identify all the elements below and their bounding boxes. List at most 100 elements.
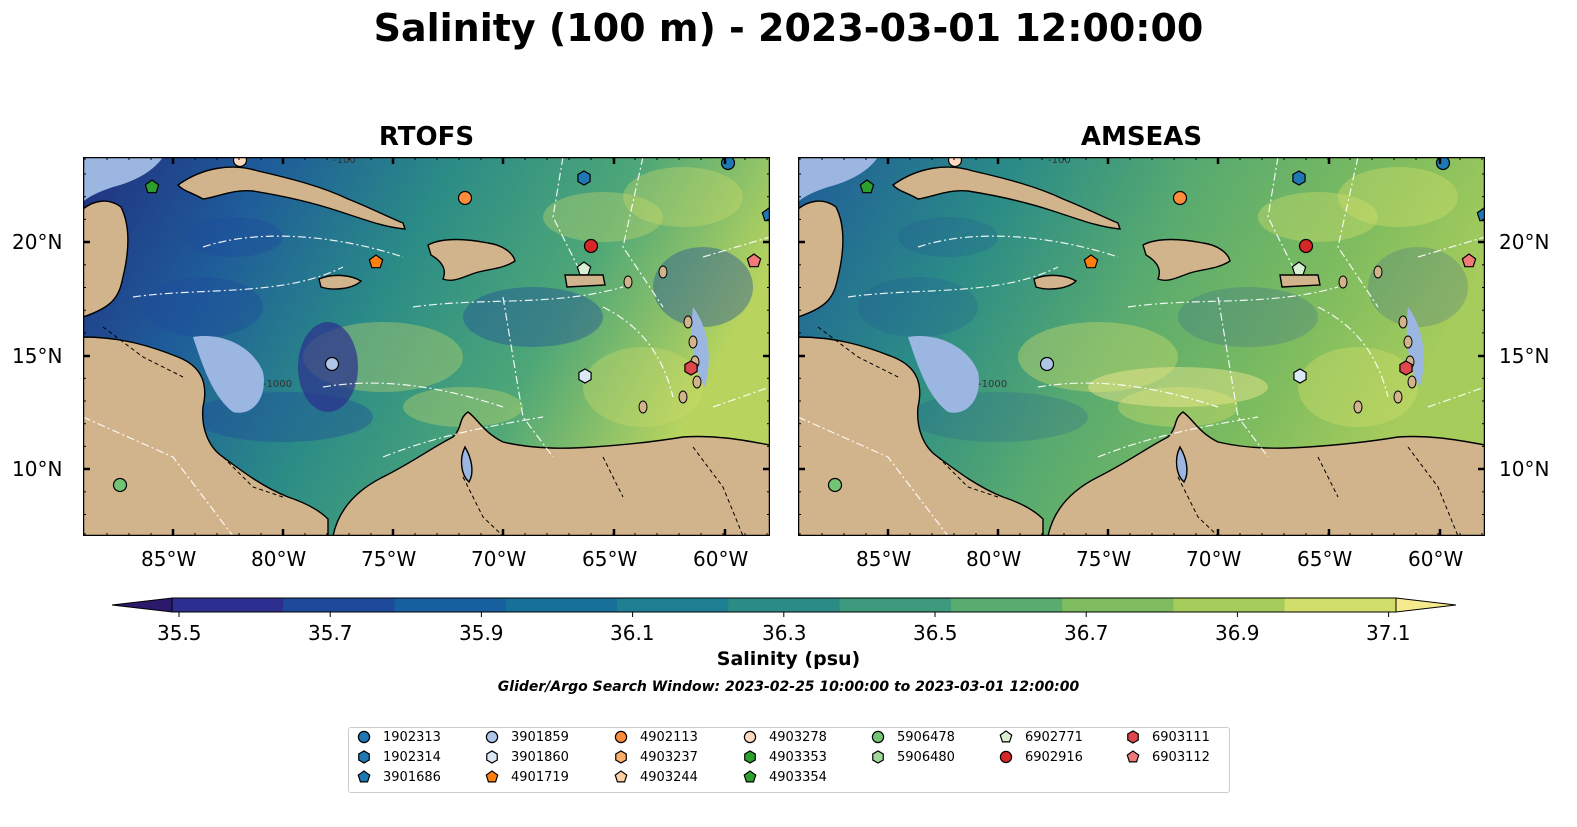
float-marker-4903354 — [144, 179, 160, 194]
legend-label: 4903278 — [769, 729, 827, 745]
legend-entry: 1902314 — [357, 748, 441, 766]
circle-marker-icon — [485, 730, 499, 744]
legend-entry: 4903278 — [743, 728, 827, 746]
lon-tick-label: 65°W — [582, 547, 638, 571]
colorbar — [112, 597, 1456, 617]
legend-label: 6902771 — [1025, 729, 1083, 745]
national-border — [102, 326, 184, 378]
national-border — [222, 456, 284, 498]
map-panel-amseas: -1000 -100 — [798, 157, 1485, 536]
float-marker-6902916 — [583, 238, 599, 254]
legend-entry: 4903244 — [614, 768, 698, 786]
circle-marker-icon — [999, 750, 1013, 764]
float-marker-6903112 — [746, 253, 762, 268]
pentagon-marker-icon — [485, 770, 499, 783]
lon-tick-label: 85°W — [856, 547, 912, 571]
lon-tick-label: 70°W — [471, 547, 527, 571]
colorbar-segment — [172, 598, 284, 612]
salinity-eddy — [143, 277, 263, 337]
hexagon-marker-icon — [615, 750, 627, 764]
land-cuba — [176, 166, 407, 230]
legend-entry: 6903111 — [1126, 728, 1210, 746]
float-marker-4901719 — [1083, 254, 1099, 269]
land-hispaniola — [427, 238, 516, 282]
contour-label: -100 — [333, 157, 356, 166]
float-marker-6903111 — [684, 360, 698, 376]
legend-entry: 6903112 — [1126, 748, 1210, 766]
lon-tick-label: 75°W — [1076, 547, 1132, 571]
legend-entry: 4903354 — [743, 768, 827, 786]
legend-entry: 4901719 — [485, 768, 569, 786]
colorbar-segment — [394, 598, 507, 612]
colorbar-label: Salinity (psu) — [716, 648, 861, 670]
float-legend: 1902313 1902314 3901686 3901859 3901860 … — [348, 727, 1230, 793]
legend-label: 5906480 — [897, 749, 955, 765]
float-marker-4903244 — [614, 770, 628, 783]
land-island — [678, 390, 688, 404]
float-marker-6902916 — [1298, 238, 1314, 254]
eez-boundary — [1417, 236, 1485, 258]
colorbar-segment — [1173, 598, 1286, 612]
float-marker-4901719 — [485, 770, 499, 783]
colorbar-tick-label: 36.5 — [913, 621, 958, 645]
colorbar-tick-label: 35.5 — [157, 621, 202, 645]
circle-marker-icon — [614, 730, 628, 744]
float-marker-3901859 — [1039, 356, 1055, 372]
float-marker-1902314 — [1292, 170, 1306, 186]
land-island — [1338, 275, 1348, 289]
eez-boundary — [1427, 386, 1485, 408]
land-island — [658, 265, 668, 279]
colorbar-segment — [617, 598, 729, 612]
lon-tick-label: 80°W — [966, 547, 1022, 571]
land-cuba — [891, 166, 1122, 230]
eez-boundary — [622, 157, 664, 308]
float-marker-5906478 — [871, 730, 885, 744]
eez-boundary — [847, 266, 1059, 298]
legend-entry: 4902113 — [614, 728, 698, 746]
land-centralam — [798, 336, 1044, 536]
float-marker-3901686 — [357, 770, 371, 783]
colorbar-segment — [950, 598, 1063, 612]
national-border — [1177, 476, 1219, 536]
contour-label: -1000 — [978, 379, 1007, 390]
national-border — [602, 456, 624, 498]
land-island — [692, 375, 702, 389]
eez-boundary — [702, 236, 770, 258]
pentagon-marker-icon — [614, 770, 628, 783]
colorbar-tick-label: 36.9 — [1215, 621, 1260, 645]
shallow-shelf — [193, 336, 264, 413]
salinity-eddy — [1338, 167, 1458, 227]
eez-boundary — [712, 386, 770, 408]
legend-label: 4903354 — [769, 769, 827, 785]
float-marker-6903112 — [1126, 750, 1140, 763]
land-puertorico — [564, 274, 606, 288]
hexagon-marker-icon — [1127, 730, 1139, 744]
float-marker-6902771 — [999, 730, 1013, 743]
colorbar-segment — [283, 598, 396, 612]
legend-entry: 1902313 — [357, 728, 441, 746]
colorbar-segment — [505, 598, 618, 612]
lat-tick-label: 15°N — [1499, 344, 1550, 368]
legend-entry: 3901859 — [485, 728, 569, 746]
eez-boundary — [1037, 382, 1219, 408]
figure-title: Salinity (100 m) - 2023-03-01 12:00:00 — [373, 6, 1204, 50]
contour-label: -1000 — [263, 379, 292, 390]
float-marker-3901860 — [1293, 368, 1307, 384]
shallow-shelf — [691, 307, 709, 387]
legend-entry: 3901686 — [357, 768, 441, 786]
salinity-eddy — [1178, 287, 1318, 347]
colorbar-tick-label: 36.3 — [762, 621, 807, 645]
salinity-eddy — [583, 347, 703, 427]
legend-label: 1902313 — [383, 729, 441, 745]
eez-boundary — [382, 416, 544, 458]
legend-label: 4903353 — [769, 749, 827, 765]
hexagon-marker-icon — [872, 750, 884, 764]
float-marker-5906478 — [827, 477, 843, 493]
legend-entry: 3901860 — [485, 748, 569, 766]
search-window-caption: Glider/Argo Search Window: 2023-02-25 10… — [497, 679, 1080, 695]
salinity-eddy — [898, 217, 998, 257]
map-frame — [798, 157, 1485, 536]
eez-boundary — [1317, 306, 1389, 398]
shallow-shelf — [908, 336, 979, 413]
legend-entry: 5906478 — [871, 728, 955, 746]
